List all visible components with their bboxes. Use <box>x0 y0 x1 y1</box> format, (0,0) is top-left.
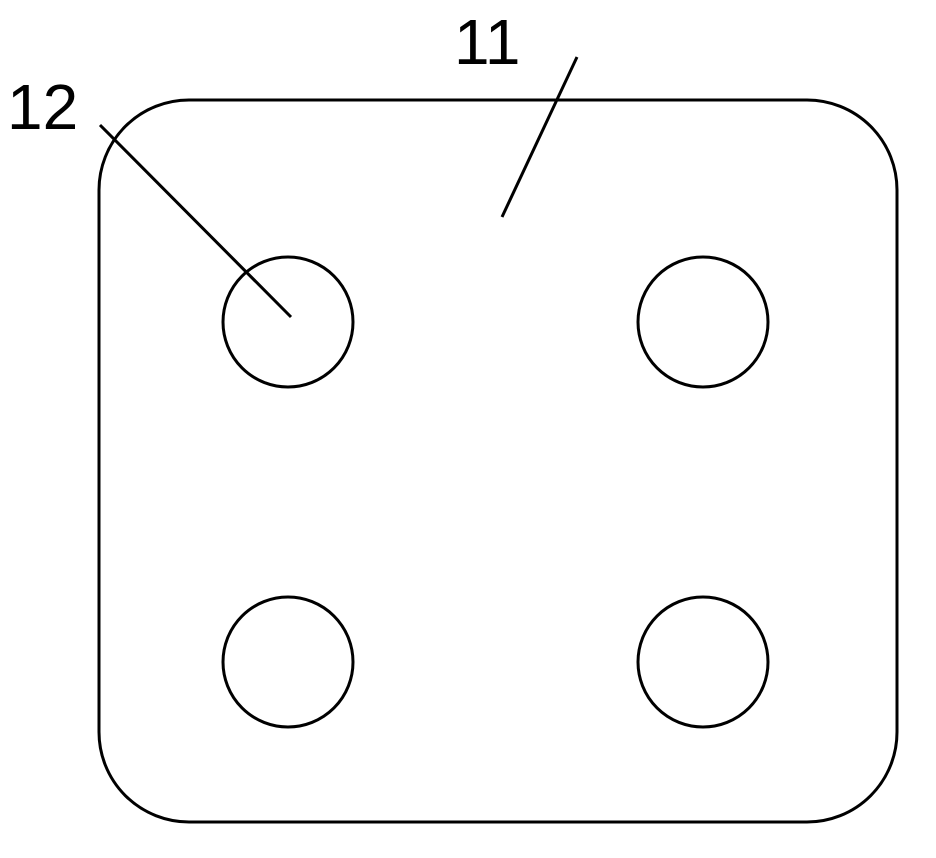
hole-top-right <box>638 257 768 387</box>
label-12: 12 <box>7 70 78 144</box>
outer-plate <box>99 100 897 822</box>
hole-bottom-right <box>638 597 768 727</box>
diagram-container: 11 12 <box>0 0 936 853</box>
label-11: 11 <box>454 5 520 79</box>
hole-bottom-left <box>223 597 353 727</box>
hole-top-left <box>223 257 353 387</box>
leader-line-12 <box>100 125 291 317</box>
leader-line-11 <box>502 57 577 217</box>
diagram-svg <box>0 0 936 853</box>
